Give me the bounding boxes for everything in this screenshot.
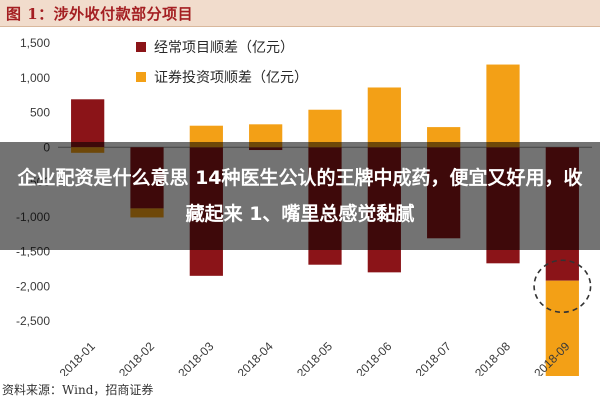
figure-header: 图 1：涉外收付款部分项目	[0, 0, 600, 27]
x-tick-label: 2018-01	[57, 339, 98, 376]
x-tick-label: 2018-03	[175, 339, 216, 376]
bar-securities	[308, 109, 342, 148]
bar-current-account	[71, 99, 105, 148]
legend-swatch-current-account	[136, 42, 146, 52]
legend: 经常项目顺差（亿元） 证券投资项顺差（亿元）	[136, 40, 308, 86]
bar-securities	[249, 124, 283, 148]
overlay-text: 企业配资是什么意思 14种医生公认的王牌中成药，便宜又好用，收藏起来 1、嘴里总…	[17, 167, 583, 225]
figure-title: 图 1：涉外收付款部分项目	[6, 5, 194, 23]
source-note: 资料来源：Wind，招商证券	[2, 383, 154, 397]
bar-securities	[486, 64, 520, 148]
x-tick-label: 2018-06	[353, 339, 394, 376]
bar-securities	[189, 125, 223, 148]
x-tick-label: 2018-08	[472, 339, 513, 376]
x-tick-label: 2018-02	[116, 339, 157, 376]
legend-swatch-securities	[136, 72, 146, 82]
x-tick-label: 2018-07	[413, 339, 454, 376]
legend-label-securities: 证券投资项顺差（亿元）	[154, 70, 308, 86]
x-tick-label: 2018-04	[235, 339, 276, 376]
x-axis: 2018-01 2018-02 2018-03 2018-04 2018-05 2018-…	[57, 339, 573, 376]
overlay-banner: 企业配资是什么意思 14种医生公认的王牌中成药，便宜又好用，收藏起来 1、嘴里总…	[0, 142, 600, 250]
highlight-circle	[533, 259, 592, 314]
x-tick-label: 2018-05	[294, 339, 335, 376]
y-tick-label: -2,000	[16, 279, 50, 293]
bar-securities	[545, 280, 579, 376]
bar-securities	[367, 87, 401, 148]
y-tick-label: 500	[30, 106, 50, 120]
y-tick-label: 1,000	[20, 71, 50, 85]
y-tick-label: 1,500	[20, 36, 50, 50]
y-tick-label: -2,500	[16, 314, 50, 328]
legend-label-current-account: 经常项目顺差（亿元）	[154, 40, 294, 56]
